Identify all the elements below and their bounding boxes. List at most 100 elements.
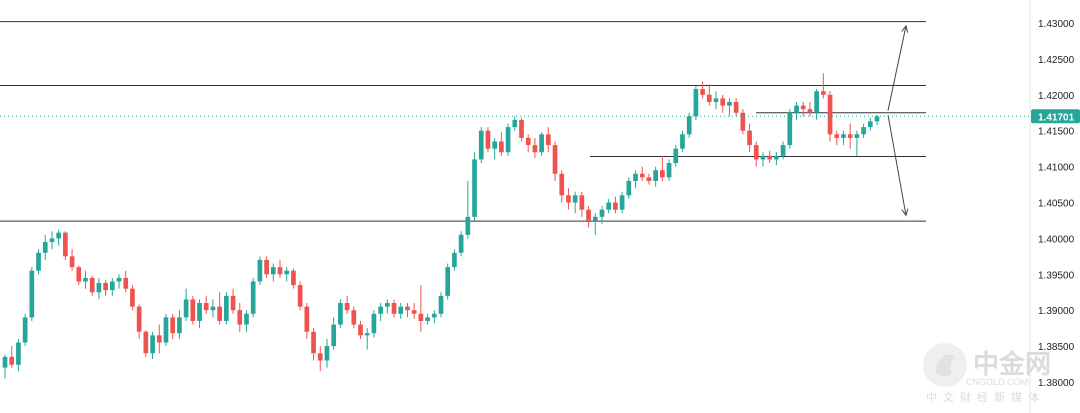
- candle: [646, 173, 652, 185]
- price-axis[interactable]: 1.43000 1.42500 1.42000 1.41500 1.41000 1.405…: [1038, 19, 1075, 389]
- candle: [16, 338, 21, 372]
- candle: [177, 310, 182, 339]
- candle: [150, 331, 155, 360]
- candle: [96, 277, 102, 300]
- candle: [854, 130, 860, 156]
- candle: [2, 354, 8, 379]
- svg-text:中金网: 中金网: [973, 349, 1051, 380]
- candle: [89, 275, 95, 296]
- candle: [807, 101, 813, 117]
- candle: [774, 152, 779, 166]
- candle: [270, 263, 276, 282]
- candle: [183, 288, 189, 321]
- candle: [384, 299, 390, 314]
- candle: [592, 213, 598, 235]
- candle: [760, 152, 766, 167]
- candle: [130, 285, 135, 311]
- candle: [800, 101, 806, 117]
- candle: [525, 134, 531, 153]
- candle: [331, 317, 337, 350]
- y-tick-label: 1.38000: [1038, 378, 1075, 389]
- candle: [257, 256, 263, 286]
- candle: [116, 274, 122, 289]
- candle: [338, 299, 343, 329]
- arrow-down-icon[interactable]: [887, 114, 909, 217]
- candle: [311, 328, 316, 361]
- last-price-badge: 1.41701: [1031, 109, 1080, 124]
- candle: [599, 206, 605, 225]
- candle: [190, 295, 196, 325]
- candle: [297, 281, 303, 311]
- candles: [2, 73, 880, 379]
- candle: [814, 89, 819, 120]
- candle: [613, 196, 618, 214]
- candle: [358, 320, 363, 339]
- candle: [317, 346, 323, 372]
- candle: [351, 306, 357, 329]
- candle: [431, 310, 437, 324]
- candle: [639, 166, 645, 181]
- candle: [794, 101, 799, 120]
- candle: [284, 267, 290, 282]
- candle: [867, 117, 873, 131]
- arrow-up-icon[interactable]: [887, 24, 909, 111]
- candle: [633, 170, 638, 189]
- last-price-label: 1.41701: [1038, 112, 1075, 123]
- candle: [505, 123, 511, 156]
- candle: [103, 280, 108, 296]
- candle: [9, 346, 15, 368]
- candle: [660, 155, 665, 181]
- candle: [472, 152, 477, 221]
- candle: [680, 130, 685, 153]
- candle: [244, 310, 249, 332]
- y-tick-label: 1.42500: [1038, 55, 1075, 66]
- candle: [83, 270, 88, 289]
- candle: [727, 98, 732, 117]
- candle: [767, 150, 773, 164]
- candle: [69, 249, 75, 271]
- candle: [49, 231, 55, 250]
- watermark: 中金网 CNGOLD.COM 中文财经新媒体: [923, 343, 1051, 404]
- candle: [405, 303, 410, 318]
- candle: [619, 191, 625, 214]
- y-tick-label: 1.39500: [1038, 270, 1075, 281]
- candle: [753, 141, 759, 167]
- candle: [572, 191, 578, 214]
- candle: [324, 338, 330, 368]
- candle: [411, 303, 417, 319]
- candle: [740, 109, 746, 135]
- candle: [780, 141, 786, 160]
- candle: [418, 285, 424, 332]
- candle: [626, 177, 632, 199]
- candle: [156, 324, 162, 354]
- candle: [42, 234, 48, 260]
- candle: [36, 249, 41, 275]
- candle: [606, 198, 612, 214]
- candle: [224, 292, 229, 325]
- candle: [29, 267, 35, 321]
- candle: [545, 127, 551, 153]
- candle: [686, 112, 692, 138]
- candle: [210, 299, 216, 318]
- candle: [63, 231, 68, 260]
- candle: [277, 259, 283, 278]
- y-tick-label: 1.38500: [1038, 342, 1075, 353]
- candle: [391, 299, 397, 318]
- candle: [398, 303, 404, 319]
- candle: [197, 299, 202, 329]
- y-tick-label: 1.40500: [1038, 199, 1075, 210]
- y-tick-label: 1.39000: [1038, 306, 1075, 317]
- candle: [237, 303, 243, 332]
- candle: [136, 304, 142, 339]
- y-tick-label: 1.43000: [1038, 19, 1075, 30]
- candle: [425, 313, 430, 325]
- candle: [230, 288, 236, 314]
- candle: [445, 263, 451, 300]
- candle: [666, 159, 672, 181]
- candle: [452, 249, 457, 271]
- candle: [519, 117, 524, 142]
- candle: [579, 191, 585, 217]
- candle: [706, 84, 712, 106]
- candle: [203, 295, 209, 314]
